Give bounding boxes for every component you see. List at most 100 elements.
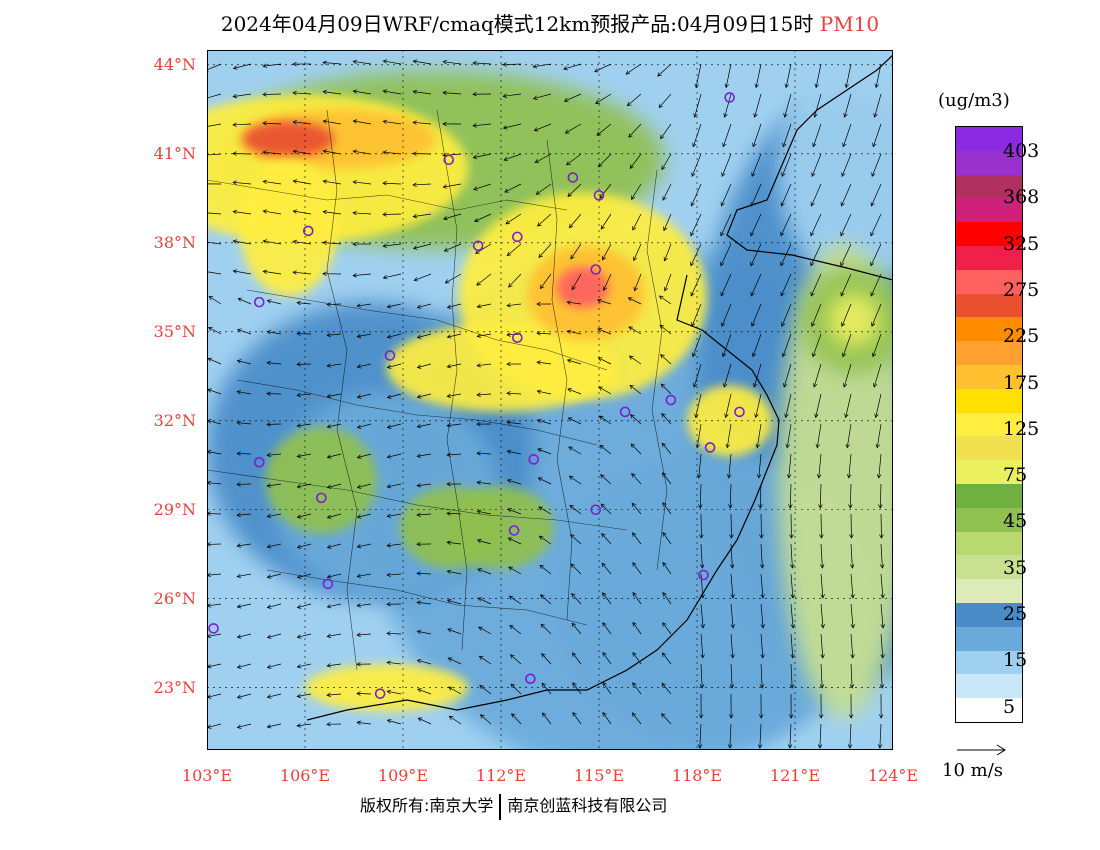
latitude-label: 26°N xyxy=(153,588,196,608)
wind-arrow xyxy=(870,183,882,207)
wind-arrow xyxy=(661,713,672,725)
map-title: 2024年04月09日WRF/cmaq模式12km预报产品:04月09日15时 … xyxy=(0,8,1100,37)
wind-arrow xyxy=(699,543,705,569)
wind-arrow xyxy=(356,720,372,725)
legend-value: 45 xyxy=(1003,510,1028,533)
wind-arrow xyxy=(600,213,612,230)
wind-arrow xyxy=(539,564,552,575)
wind-arrow xyxy=(296,633,312,639)
wind-arrow xyxy=(628,355,642,365)
wind-arrow xyxy=(597,357,612,365)
wind-arrow xyxy=(662,591,672,605)
wind-arrow xyxy=(262,150,282,155)
legend-swatch xyxy=(956,436,1022,461)
lat-lon-grid xyxy=(207,50,893,750)
wind-arrow xyxy=(842,363,852,388)
wind-arrow xyxy=(691,333,702,358)
wind-arrow xyxy=(506,420,522,425)
wind-arrow xyxy=(698,483,703,509)
wind-arrow xyxy=(292,90,312,96)
wind-arrow xyxy=(566,153,582,166)
wind-arrow xyxy=(473,183,492,191)
wind-arrow xyxy=(296,392,312,398)
wind-arrow xyxy=(569,504,582,515)
wind-arrow xyxy=(721,333,732,358)
legend-swatch xyxy=(956,293,1022,318)
wind-arrow xyxy=(326,483,342,489)
legend-swatch xyxy=(956,579,1022,604)
wind-arrow xyxy=(237,328,252,335)
wind-arrow xyxy=(753,93,762,118)
wind-arrow xyxy=(472,91,492,97)
wind-arrow xyxy=(236,420,252,426)
wind-arrow xyxy=(751,333,762,358)
wind-arrow xyxy=(788,483,793,509)
wind-arrow xyxy=(537,213,552,227)
station-marker xyxy=(567,172,579,183)
wind-reference-arrow xyxy=(957,744,1006,756)
wind-arrow xyxy=(356,423,372,429)
wind-arrow xyxy=(568,213,582,229)
wind-arrow xyxy=(292,149,312,155)
wind-arrow xyxy=(266,483,282,488)
wind-arrow xyxy=(848,483,853,509)
legend-swatch xyxy=(956,365,1022,390)
wind-arrow xyxy=(540,623,552,635)
station-marker xyxy=(384,350,396,361)
legend-swatch xyxy=(956,246,1022,271)
wind-arrow xyxy=(845,423,852,449)
wind-arrow xyxy=(880,633,885,659)
wind-arrow xyxy=(602,273,612,292)
concentration-patch xyxy=(827,293,880,347)
wind-arrow xyxy=(695,423,702,449)
wind-arrow xyxy=(322,60,342,65)
wind-arrow xyxy=(507,537,522,545)
wind-arrow xyxy=(872,123,882,148)
wind-arrow xyxy=(631,183,642,200)
wind-arrow xyxy=(700,573,705,599)
wind-arrow xyxy=(266,513,282,519)
wind-arrow xyxy=(447,628,462,635)
wind-arrow xyxy=(352,89,372,95)
wind-arrow xyxy=(873,93,882,118)
wind-arrow xyxy=(566,358,582,365)
longitude-label: 109°E xyxy=(377,766,429,785)
wind-arrow xyxy=(446,393,462,398)
footer-separator xyxy=(499,793,502,820)
wind-arrow xyxy=(352,119,372,125)
concentration-patch xyxy=(242,121,335,157)
wind-arrow xyxy=(507,508,522,515)
station-marker xyxy=(374,688,386,699)
wind-arrow xyxy=(356,603,372,608)
wind-arrow xyxy=(473,213,492,223)
wind-arrow xyxy=(416,483,432,488)
wind-arrow xyxy=(448,686,462,695)
wind-arrow xyxy=(754,63,762,89)
wind-arrow xyxy=(446,540,462,545)
wind-arrow xyxy=(658,295,672,305)
wind-arrow xyxy=(207,93,222,101)
concentration-patch xyxy=(265,426,377,534)
legend-value: 75 xyxy=(1003,464,1028,487)
wind-arrow xyxy=(599,444,612,455)
wind-arrow xyxy=(720,273,732,297)
wind-arrow xyxy=(326,332,342,338)
wind-arrow xyxy=(296,543,312,549)
wind-arrow xyxy=(416,333,432,339)
wind-arrow xyxy=(843,93,852,118)
wind-arrow xyxy=(326,302,342,307)
wind-arrow xyxy=(266,723,282,729)
wind-arrow xyxy=(352,149,372,155)
wind-arrow xyxy=(819,513,824,539)
wind-arrow xyxy=(729,543,735,569)
wind-arrow xyxy=(632,532,642,545)
legend-swatch xyxy=(956,127,1022,152)
wind-arrow xyxy=(536,418,552,425)
station-marker xyxy=(302,225,314,237)
legend-value: 125 xyxy=(1003,417,1040,440)
wind-arrow xyxy=(476,273,492,286)
wind-arrow xyxy=(876,453,882,479)
wind-arrow xyxy=(722,363,732,388)
wind-arrow xyxy=(322,89,342,95)
wind-arrow xyxy=(658,93,672,109)
